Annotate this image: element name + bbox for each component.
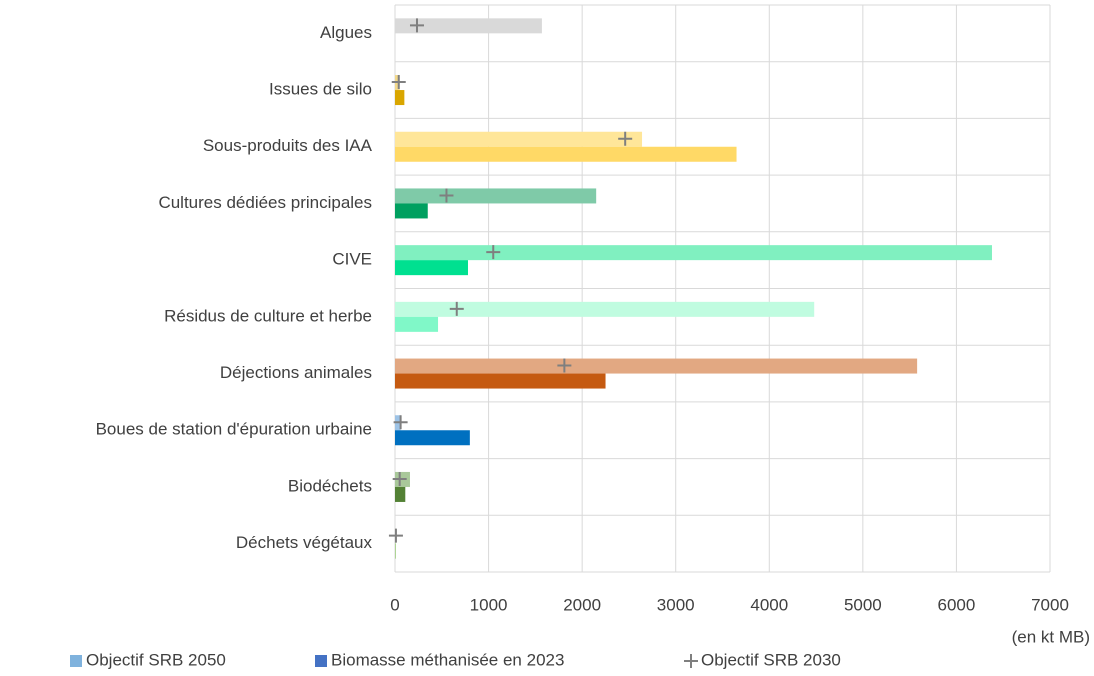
x-tick-label: 5000 [844, 595, 882, 614]
bar [395, 316, 439, 332]
bar [395, 146, 737, 162]
x-tick-label: 0 [390, 595, 399, 614]
y-tick-label: CIVE [332, 250, 372, 269]
marker [486, 245, 501, 260]
y-tick-label: Boues de station d'épuration urbaine [96, 420, 372, 439]
y-tick-label: Déchets végétaux [236, 533, 373, 552]
marker [393, 415, 408, 430]
marker [388, 528, 403, 543]
x-tick-label: 3000 [657, 595, 695, 614]
annotation: (en kt MB) [1012, 627, 1090, 646]
marker [392, 471, 407, 486]
marker [557, 358, 572, 373]
legend-swatch [70, 655, 82, 667]
y-tick-label: Issues de silo [269, 80, 372, 99]
y-tick-label: Sous-produits des IAA [203, 136, 373, 155]
bar [395, 301, 815, 317]
y-tick-label: Résidus de culture et herbe [164, 306, 372, 325]
marker [449, 301, 464, 316]
bar [395, 260, 468, 276]
bar [395, 188, 597, 204]
bar [395, 373, 606, 389]
legend-label: Objectif SRB 2050 [86, 650, 226, 669]
x-tick-label: 4000 [750, 595, 788, 614]
bar [395, 245, 992, 261]
marker [409, 18, 424, 33]
bar [395, 430, 470, 446]
bar [395, 131, 643, 147]
bar [395, 486, 406, 502]
marker [391, 75, 406, 90]
legend-marker [684, 654, 698, 668]
y-tick-label: Biodéchets [288, 476, 372, 495]
x-tick-label: 2000 [563, 595, 601, 614]
legend-label: Objectif SRB 2030 [701, 650, 841, 669]
bar [395, 18, 542, 34]
bar [395, 203, 428, 219]
y-tick-label: Cultures dédiées principales [158, 193, 372, 212]
bar [395, 90, 405, 106]
marker [618, 131, 633, 146]
x-tick-label: 7000 [1031, 595, 1069, 614]
y-tick-label: Algues [320, 23, 372, 42]
y-tick-label: Déjections animales [220, 363, 372, 382]
legend-label: Biomasse méthanisée en 2023 [331, 650, 564, 669]
bar [395, 543, 396, 559]
x-tick-label: 6000 [938, 595, 976, 614]
legend-swatch [315, 655, 327, 667]
x-tick-label: 1000 [470, 595, 508, 614]
bar [395, 358, 918, 374]
marker [439, 188, 454, 203]
